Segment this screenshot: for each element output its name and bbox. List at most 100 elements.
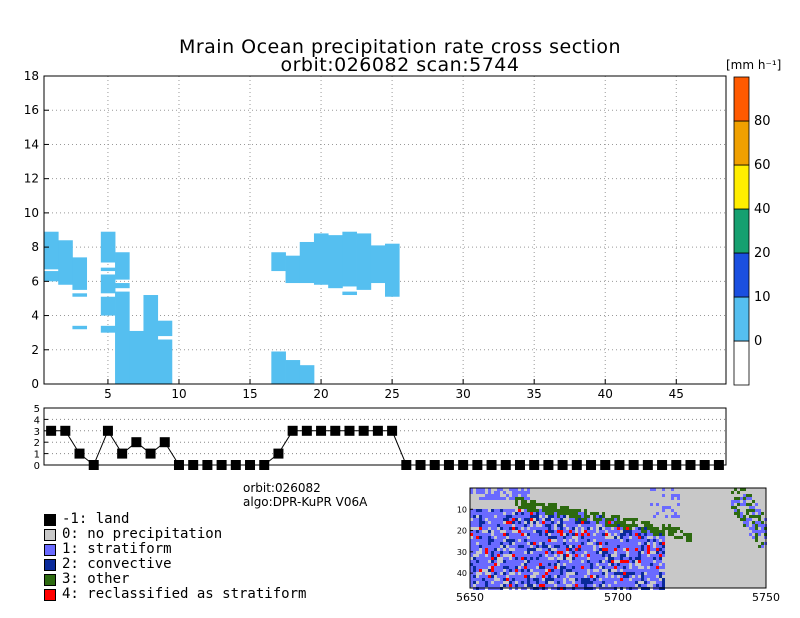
map-pixel [554,533,557,536]
map-pixel [635,569,638,572]
legend-label: -1: land [62,511,130,527]
map-pixel [623,536,626,539]
map-pixel [599,560,602,563]
map-pixel [746,497,749,500]
map-pixel [527,560,530,563]
map-pixel [605,551,608,554]
map-pixel [485,557,488,560]
map-pixel [515,533,518,536]
map-pixel [488,581,491,584]
y-tick-label: 2 [31,343,39,357]
map-pixel [638,578,641,581]
map-pixel [500,542,503,545]
map-pixel [521,545,524,548]
strip-frame [43,407,727,466]
map-pixel [641,530,644,533]
map-pixel [608,572,611,575]
map-pixel [623,542,626,545]
map-pixel [662,545,665,548]
map-pixel [629,572,632,575]
map-pixel [539,584,542,587]
map-pixel [530,542,533,545]
map-pixel [653,575,656,578]
map-pixel [632,521,635,524]
map-pixel [491,524,494,527]
map-pixel [731,500,734,503]
map-pixel [623,524,626,527]
map-pixel [509,518,512,521]
map-pixel [530,566,533,569]
map-pixel [491,548,494,551]
map-pixel [533,548,536,551]
map-pixel [548,578,551,581]
legend-swatch [44,588,56,601]
map-pixel [518,563,521,566]
map-pixel [491,560,494,563]
type-legend: -1: land 0: no precipitation 1: stratifo… [44,512,306,602]
map-pixel [650,530,653,533]
map-pixel [656,578,659,581]
map-pixel [494,533,497,536]
map-pixel [524,578,527,581]
map-pixel [605,566,608,569]
map-pixel [542,536,545,539]
map-pixel [605,527,608,530]
map-pixel [737,503,740,506]
map-pixel [497,512,500,515]
map-pixel [605,524,608,527]
map-pixel [539,530,542,533]
map-pixel [758,512,761,515]
map-pixel [623,545,626,548]
map-pixel [512,488,515,491]
map-pixel [473,530,476,533]
map-pixel [641,539,644,542]
precip-cell [100,231,116,263]
map-pixel [575,554,578,557]
map-pixel [620,536,623,539]
map-pixel [608,554,611,557]
map-pixel [656,572,659,575]
y-tick-label: 6 [31,274,39,288]
y-tick-label: 3 [34,427,40,438]
map-pixel [566,566,569,569]
map-pixel [545,581,548,584]
map-pixel [626,524,629,527]
map-pixel [644,530,647,533]
map-pixel [527,497,530,500]
map-pixel [485,497,488,500]
map-pixel [635,554,638,557]
map-pixel [554,503,557,506]
map-pixel [653,533,656,536]
map-pixel [470,539,473,542]
map-pixel [647,524,650,527]
map-pixel [662,572,665,575]
map-pixel [641,554,644,557]
map-pixel [623,563,626,566]
map-pixel [650,539,653,542]
map-pixel [554,572,557,575]
map-pixel [539,545,542,548]
map-pixel [608,545,611,548]
info-block: orbit:026082 algo:DPR-KuPR V06A [243,481,367,509]
map-pixel [512,539,515,542]
map-pixel [557,542,560,545]
map-pixel [518,560,521,563]
map-pixel [560,575,563,578]
map-pixel [608,569,611,572]
map-pixel [488,557,491,560]
map-pixel [494,527,497,530]
map-pixel [518,524,521,527]
map-pixel [746,524,749,527]
map-pixel [491,539,494,542]
map-pixel [617,566,620,569]
map-pixel [581,536,584,539]
map-pixel [527,512,530,515]
map-pixel [539,518,542,521]
map-pixel [530,578,533,581]
map-pixel [491,509,494,512]
map-pixel [497,530,500,533]
map-pixel [518,584,521,587]
type-series-line [51,429,719,466]
map-pixel [509,521,512,524]
map-pixel [614,548,617,551]
